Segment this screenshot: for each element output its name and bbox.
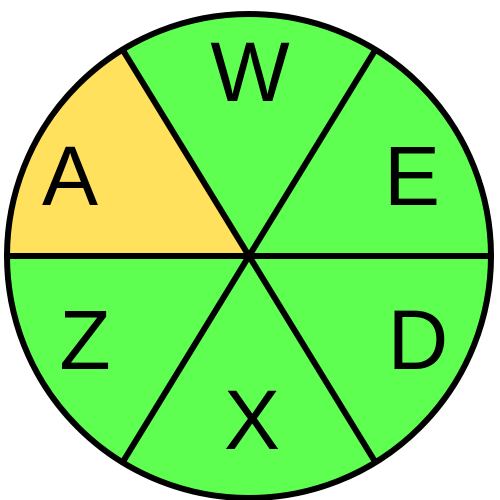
sector-a bbox=[7, 49, 249, 256]
sector-label-z: Z bbox=[59, 293, 110, 387]
wheel-outline bbox=[4, 11, 494, 500]
sector-label-w: W bbox=[210, 25, 289, 119]
sector-z bbox=[7, 256, 249, 463]
sector-label-e: E bbox=[384, 129, 440, 223]
wheel-dividers bbox=[7, 48, 491, 464]
sector-label-a: A bbox=[42, 129, 98, 223]
sector-e bbox=[249, 49, 491, 256]
wheel-labels: W ED X ZA bbox=[42, 25, 448, 467]
sector-label-x: X bbox=[224, 373, 280, 467]
sector-label-d: D bbox=[388, 293, 449, 387]
sector-x bbox=[122, 256, 376, 498]
wheel-sectors bbox=[7, 14, 491, 498]
sector-d bbox=[249, 256, 491, 463]
sector-w bbox=[122, 14, 376, 256]
